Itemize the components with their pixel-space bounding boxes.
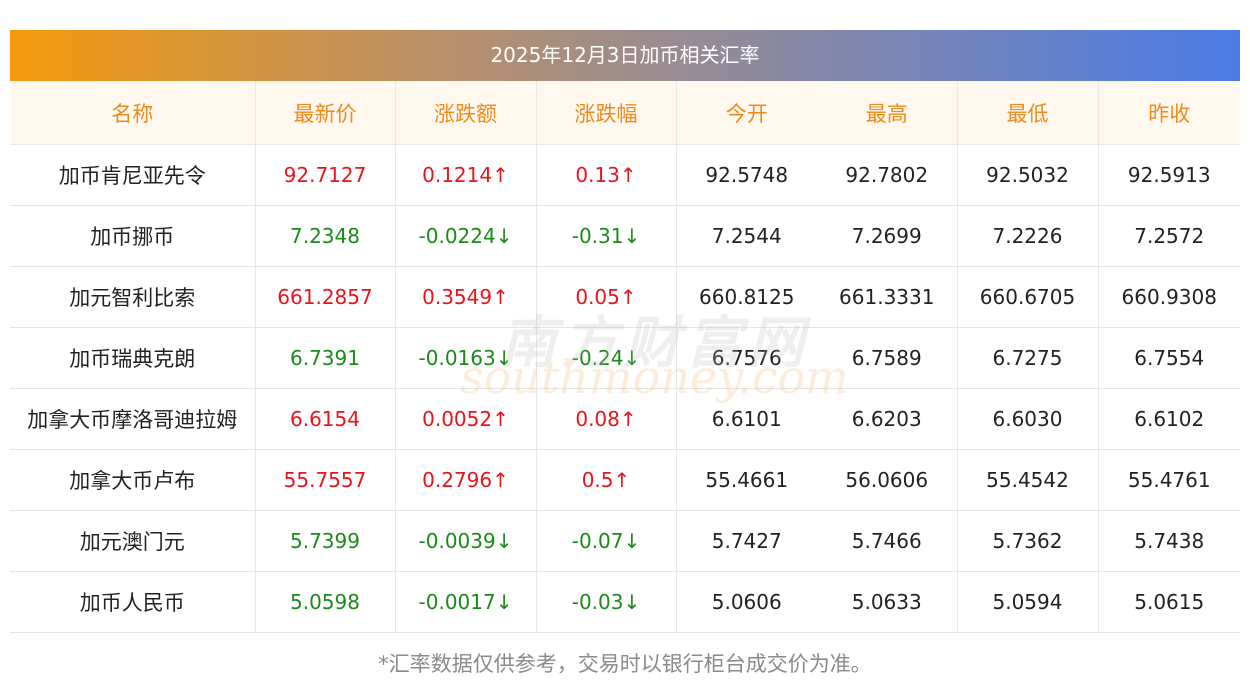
- cell-open: 92.5748: [676, 144, 817, 206]
- disclaimer-footer: *汇率数据仅供参考，交易时以银行柜台成交价为准。: [378, 652, 872, 676]
- table-row: 加拿大币摩洛哥迪拉姆 6.6154 0.0052↑ 0.08↑ 6.6101 6.6203…: [10, 388, 1240, 450]
- cell-latest: 6.6154: [255, 388, 396, 450]
- cell-pct: -0.24↓: [536, 327, 677, 389]
- table-row: 加拿大币卢布 55.7557 0.2796↑ 0.5↑ 55.4661 56.0606 55…: [10, 449, 1240, 511]
- cell-prev: 7.2572: [1098, 205, 1240, 267]
- cell-latest: 5.7399: [255, 510, 396, 572]
- cell-prev: 92.5913: [1098, 144, 1240, 206]
- col-header-pct: 涨跌幅: [536, 81, 677, 145]
- cell-low: 6.6030: [957, 388, 1099, 450]
- cell-name: 加币肯尼亚先令: [10, 144, 256, 206]
- cell-name: 加拿大币摩洛哥迪拉姆: [10, 388, 256, 450]
- table-row: 加币挪币 7.2348 -0.0224↓ -0.31↓ 7.2544 7.2699 7.22…: [10, 205, 1240, 267]
- exchange-rate-table: 名称 最新价 涨跌额 涨跌幅 今开 最高 最低 昨收 加币肯尼亚先令 92.712…: [10, 81, 1240, 633]
- table-row: 加币瑞典克朗 6.7391 -0.0163↓ -0.24↓ 6.7576 6.7589 6.…: [10, 327, 1240, 389]
- cell-high: 92.7802: [817, 144, 958, 206]
- cell-high: 5.7466: [817, 510, 958, 572]
- cell-latest: 6.7391: [255, 327, 396, 389]
- cell-change: 0.1214↑: [395, 144, 537, 206]
- col-header-open: 今开: [676, 81, 817, 145]
- cell-change: -0.0224↓: [395, 205, 537, 267]
- cell-low: 7.2226: [957, 205, 1099, 267]
- cell-low: 6.7275: [957, 327, 1099, 389]
- cell-low: 55.4542: [957, 449, 1099, 511]
- cell-open: 660.8125: [676, 266, 817, 328]
- cell-change: -0.0163↓: [395, 327, 537, 389]
- cell-low: 92.5032: [957, 144, 1099, 206]
- cell-high: 6.7589: [817, 327, 958, 389]
- col-header-low: 最低: [957, 81, 1099, 145]
- page-title: 2025年12月3日加币相关汇率: [10, 30, 1240, 81]
- cell-name: 加元澳门元: [10, 510, 256, 572]
- cell-change: -0.0017↓: [395, 571, 537, 633]
- cell-low: 5.0594: [957, 571, 1099, 633]
- cell-latest: 7.2348: [255, 205, 396, 267]
- cell-prev: 55.4761: [1098, 449, 1240, 511]
- cell-high: 6.6203: [817, 388, 958, 450]
- cell-high: 5.0633: [817, 571, 958, 633]
- cell-name: 加币人民币: [10, 571, 256, 633]
- cell-name: 加拿大币卢布: [10, 449, 256, 511]
- cell-open: 7.2544: [676, 205, 817, 267]
- cell-pct: 0.5↑: [536, 449, 677, 511]
- col-header-latest: 最新价: [255, 81, 396, 145]
- cell-open: 55.4661: [676, 449, 817, 511]
- table-row: 加元澳门元 5.7399 -0.0039↓ -0.07↓ 5.7427 5.7466 5.7…: [10, 510, 1240, 572]
- col-header-name: 名称: [10, 81, 256, 145]
- cell-pct: 0.08↑: [536, 388, 677, 450]
- cell-high: 661.3331: [817, 266, 958, 328]
- cell-pct: -0.31↓: [536, 205, 677, 267]
- cell-change: 0.3549↑: [395, 266, 537, 328]
- cell-prev: 5.7438: [1098, 510, 1240, 572]
- cell-latest: 55.7557: [255, 449, 396, 511]
- cell-name: 加元智利比索: [10, 266, 256, 328]
- cell-prev: 5.0615: [1098, 571, 1240, 633]
- cell-pct: -0.07↓: [536, 510, 677, 572]
- cell-high: 56.0606: [817, 449, 958, 511]
- table-row: 加币肯尼亚先令 92.7127 0.1214↑ 0.13↑ 92.5748 92.7802…: [10, 144, 1240, 206]
- col-header-change: 涨跌额: [395, 81, 537, 145]
- col-header-prev: 昨收: [1098, 81, 1240, 145]
- cell-latest: 5.0598: [255, 571, 396, 633]
- cell-change: -0.0039↓: [395, 510, 537, 572]
- cell-latest: 92.7127: [255, 144, 396, 206]
- cell-name: 加币挪币: [10, 205, 256, 267]
- cell-open: 6.6101: [676, 388, 817, 450]
- cell-prev: 6.7554: [1098, 327, 1240, 389]
- cell-prev: 6.6102: [1098, 388, 1240, 450]
- cell-open: 5.7427: [676, 510, 817, 572]
- cell-pct: 0.05↑: [536, 266, 677, 328]
- cell-latest: 661.2857: [255, 266, 396, 328]
- cell-prev: 660.9308: [1098, 266, 1240, 328]
- col-header-high: 最高: [817, 81, 958, 145]
- cell-pct: -0.03↓: [536, 571, 677, 633]
- cell-name: 加币瑞典克朗: [10, 327, 256, 389]
- cell-low: 5.7362: [957, 510, 1099, 572]
- cell-open: 6.7576: [676, 327, 817, 389]
- cell-pct: 0.13↑: [536, 144, 677, 206]
- cell-open: 5.0606: [676, 571, 817, 633]
- cell-high: 7.2699: [817, 205, 958, 267]
- cell-change: 0.0052↑: [395, 388, 537, 450]
- table-row: 加币人民币 5.0598 -0.0017↓ -0.03↓ 5.0606 5.0633 5.0…: [10, 571, 1240, 633]
- cell-low: 660.6705: [957, 266, 1099, 328]
- cell-change: 0.2796↑: [395, 449, 537, 511]
- table-header-row: 名称 最新价 涨跌额 涨跌幅 今开 最高 最低 昨收: [10, 81, 1240, 145]
- table-row: 加元智利比索 661.2857 0.3549↑ 0.05↑ 660.8125 661.33…: [10, 266, 1240, 328]
